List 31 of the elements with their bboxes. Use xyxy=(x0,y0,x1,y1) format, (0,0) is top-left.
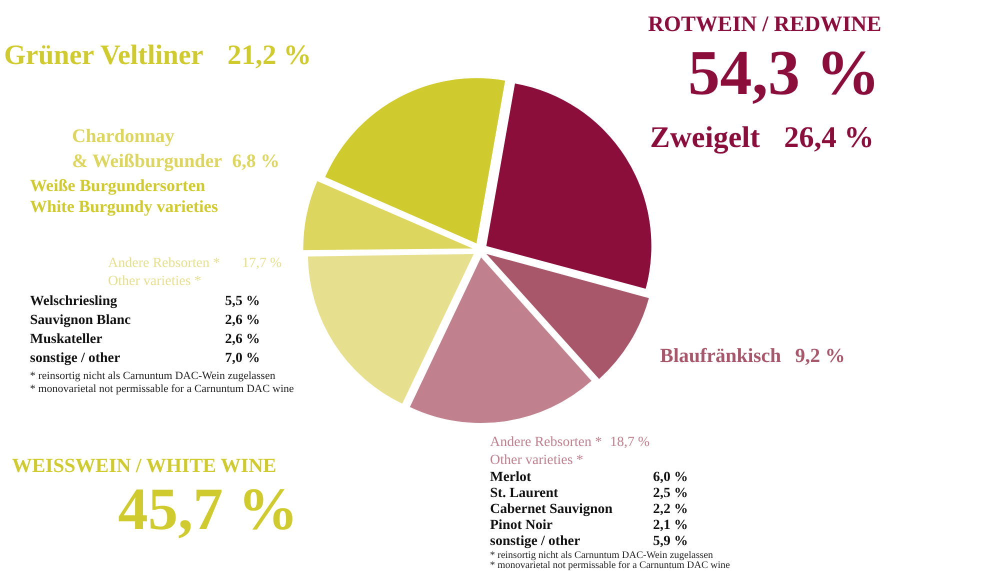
text: White Burgundy varieties xyxy=(30,197,218,217)
data-label: 26,4 % xyxy=(784,121,874,154)
text: * reinsortig nicht als Carnuntum DAC-Wein zugelassen xyxy=(30,370,276,382)
slice-label: Blaufränkisch xyxy=(660,345,782,367)
slice-label: Chardonnay & Weißburgunder xyxy=(72,126,222,172)
text: Sauvignon Blanc 2,6 % xyxy=(30,313,260,328)
text: Weiße Burgundersorten xyxy=(30,176,206,196)
category-label: Andere Rebsorten * Other varieties * xyxy=(490,435,602,468)
slice-label: Zweigelt xyxy=(650,121,760,154)
text: Pinot Noir 2,1 % xyxy=(490,518,688,533)
slice-label: Grüner Veltliner xyxy=(4,40,204,71)
data-label: 9,2 % xyxy=(795,345,846,367)
text: ROTWEIN / REDWINE xyxy=(648,11,882,36)
text: WEISSWEIN / WHITE WINE xyxy=(12,455,276,477)
text: * monovarietal not permissable for a Carnuntum DAC wine xyxy=(30,383,294,396)
data-label: 6,8 % xyxy=(232,150,280,172)
text: St. Laurent 2,5 % xyxy=(490,486,688,501)
data-label: 17,7 % xyxy=(242,256,282,271)
category-label: Andere Rebsorten * Other varieties * xyxy=(108,256,220,290)
text: Muskateller 2,6 % xyxy=(30,332,260,347)
text: Welschriesling 5,5 % xyxy=(30,294,260,309)
text: sonstige / other 5,9 % xyxy=(490,534,688,549)
text: sonstige / other 7,0 % xyxy=(30,351,260,366)
data-label: 21,2 % xyxy=(227,40,312,71)
text: Cabernet Sauvignon 2,2 % xyxy=(490,502,688,517)
data-label: 18,7 % xyxy=(610,435,650,450)
text: 45,7 % xyxy=(118,476,298,542)
text: 54,3 % xyxy=(688,37,880,108)
text: Merlot 6,0 % xyxy=(490,470,688,485)
text: * monovarietal not permissable for a Carnuntum DAC wine xyxy=(490,560,730,571)
text: * reinsortig nicht als Carnuntum DAC-Wein zugelassen xyxy=(490,550,714,561)
